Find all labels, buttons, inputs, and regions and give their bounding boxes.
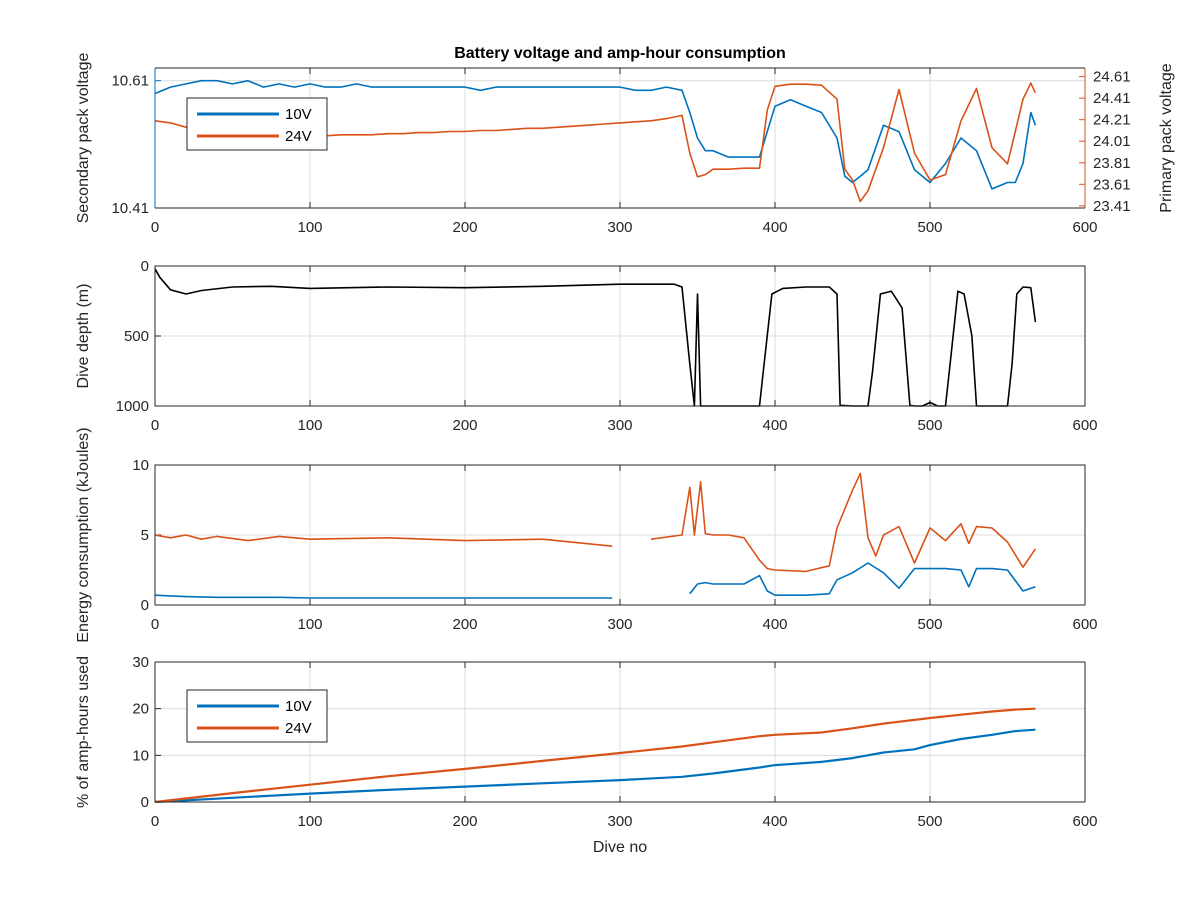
depth-xtick-label: 500 xyxy=(917,417,942,434)
voltage-ylabel: Secondary pack voltage xyxy=(75,53,92,224)
energy-series-10V xyxy=(155,562,1036,599)
amphours-xtick-label: 100 xyxy=(297,813,322,830)
voltage-ylabel-right: Primary pack voltage xyxy=(1158,63,1175,212)
amphours-legend-label-24V: 24V xyxy=(285,720,312,737)
amphours-xlabel: Dive no xyxy=(593,839,647,856)
energy-xtick-label: 600 xyxy=(1072,616,1097,633)
amphours-legend-label-10V: 10V xyxy=(285,698,312,715)
voltage-ytick-right-label: 24.41 xyxy=(1093,90,1131,107)
voltage-series-10V xyxy=(155,79,1037,190)
voltage-xtick-label: 400 xyxy=(762,219,787,236)
amphours-ytick-label: 30 xyxy=(132,654,149,671)
voltage-ytick-right-label: 23.61 xyxy=(1093,176,1131,193)
depth-panel: 0 100 200 300 400 500 600 0 500 1000 Dive depth (m… xyxy=(75,258,1098,434)
amphours-xtick-label: 600 xyxy=(1072,813,1097,830)
amphours-xtick-label: 500 xyxy=(917,813,942,830)
energy-ytick-label: 10 xyxy=(132,457,149,474)
energy-series-group xyxy=(155,472,1037,599)
voltage-ytick-right-label: 24.21 xyxy=(1093,112,1131,129)
depth-axes-box xyxy=(154,265,1086,407)
voltage-xtick-label: 500 xyxy=(917,219,942,236)
amphours-xtick-label: 400 xyxy=(762,813,787,830)
depth-xtick-label: 0 xyxy=(151,417,159,434)
depth-ylabel: Dive depth (m) xyxy=(75,284,92,389)
voltage-ytick-right-label: 24.01 xyxy=(1093,133,1131,150)
voltage-xtick-label: 600 xyxy=(1072,219,1097,236)
amphours-ytick-label: 20 xyxy=(132,701,149,718)
depth-xtick-label: 100 xyxy=(297,417,322,434)
energy-ytick-label: 5 xyxy=(141,527,149,544)
energy-xtick-label: 500 xyxy=(917,616,942,633)
energy-panel: 0 100 200 300 400 500 600 0 5 10 Energy consumptio… xyxy=(75,427,1098,642)
depth-ytick-label: 500 xyxy=(124,328,149,345)
voltage-ytick-label: 10.41 xyxy=(111,200,149,217)
voltage-xtick-label: 300 xyxy=(607,219,632,236)
amphours-ytick-label: 0 xyxy=(141,794,149,811)
energy-xtick-label: 400 xyxy=(762,616,787,633)
voltage-ytick-label: 10.61 xyxy=(111,73,149,90)
energy-xtick-label: 300 xyxy=(607,616,632,633)
amphours-series-10V xyxy=(155,728,1036,803)
depth-series-line xyxy=(155,268,1037,407)
energy-xtick-label: 100 xyxy=(297,616,322,633)
figure-title: Battery voltage and amp-hour consumption xyxy=(454,45,786,62)
amphours-series-24V xyxy=(155,707,1036,803)
voltage-xtick-label: 0 xyxy=(151,219,159,236)
voltage-panel: 0 100 200 300 400 500 600 10.41 10.61 Secondary p… xyxy=(75,53,1175,236)
energy-series-24V xyxy=(155,472,1037,573)
amphours-xtick-label: 200 xyxy=(452,813,477,830)
energy-xtick-label: 0 xyxy=(151,616,159,633)
energy-ytick-label: 0 xyxy=(141,597,149,614)
voltage-legend-label-10V: 10V xyxy=(285,106,312,123)
energy-xtick-label: 200 xyxy=(452,616,477,633)
voltage-xtick-label: 100 xyxy=(297,219,322,236)
voltage-xtick-label: 200 xyxy=(452,219,477,236)
depth-xtick-label: 300 xyxy=(607,417,632,434)
energy-ylabel: Energy consumption (kJoules) xyxy=(75,427,92,642)
depth-ytick-label: 0 xyxy=(141,258,149,275)
amphours-ylabel: % of amp-hours used xyxy=(75,656,92,808)
depth-xtick-label: 400 xyxy=(762,417,787,434)
depth-ytick-label: 1000 xyxy=(116,398,149,415)
voltage-legend-label-24V: 24V xyxy=(285,128,312,145)
amphours-panel: 0 100 200 300 400 500 600 Dive no 0 10 20 30 % of am… xyxy=(75,654,1098,856)
voltage-ytick-right-label: 24.61 xyxy=(1093,69,1131,86)
voltage-legend xyxy=(186,97,328,151)
energy-axes-box xyxy=(154,464,1086,606)
amphours-series-group xyxy=(155,707,1036,803)
depth-xtick-label: 200 xyxy=(452,417,477,434)
amphours-xtick-label: 0 xyxy=(151,813,159,830)
voltage-ytick-right-label: 23.81 xyxy=(1093,155,1131,172)
depth-xtick-label: 600 xyxy=(1072,417,1097,434)
amphours-ytick-label: 10 xyxy=(132,747,149,764)
amphours-xtick-label: 300 xyxy=(607,813,632,830)
amphours-axes-box xyxy=(154,661,1086,803)
depth-series-group xyxy=(155,268,1037,407)
amphours-legend xyxy=(186,689,328,743)
voltage-ytick-right-label: 23.41 xyxy=(1093,198,1131,215)
